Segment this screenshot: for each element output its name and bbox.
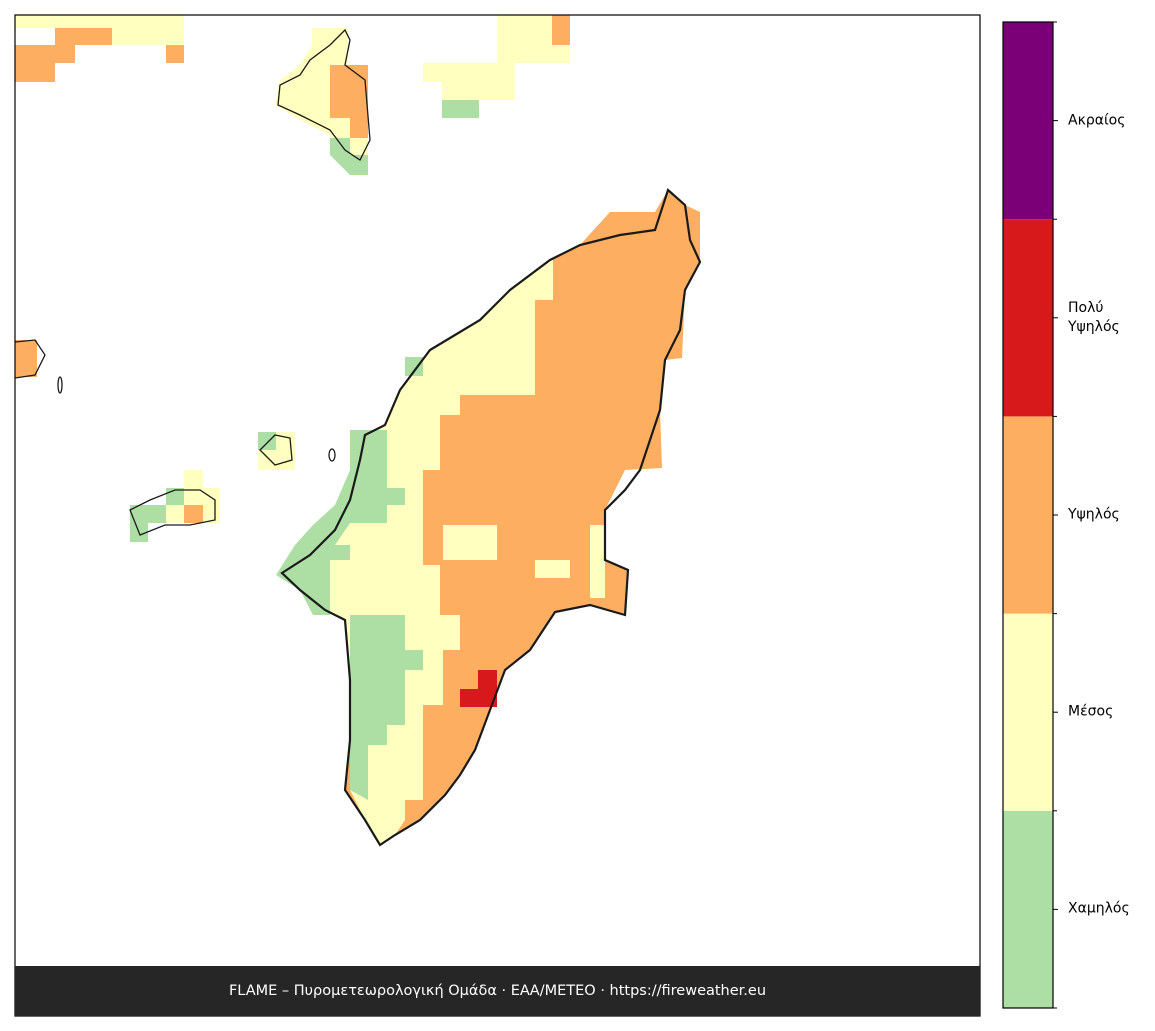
risk-area — [442, 100, 479, 118]
risk-area — [330, 138, 368, 175]
colorbar-segment — [1003, 219, 1053, 417]
risk-area — [460, 670, 497, 707]
risk-area — [552, 15, 570, 45]
risk-area — [443, 525, 497, 560]
islets — [14, 28, 371, 536]
risk-area — [184, 505, 203, 523]
risk-area — [15, 340, 37, 377]
risk-area — [282, 260, 553, 845]
colorbar-segment — [1003, 810, 1053, 1008]
map-frame — [14, 14, 981, 1017]
colorbar — [1002, 21, 1058, 1009]
colorbar-segment — [1003, 613, 1053, 811]
colorbar-segment — [1003, 416, 1053, 614]
colorbar-frame — [1002, 21, 1054, 1009]
risk-area — [275, 28, 368, 155]
risk-area — [276, 430, 405, 615]
risk-area — [590, 525, 605, 598]
legend-label: Πολύ Υψηλός — [1068, 299, 1120, 335]
colorbar-segment — [1003, 22, 1053, 220]
legend-label: Ακραίος — [1068, 112, 1126, 129]
risk-area — [330, 65, 368, 138]
risk-area — [535, 560, 570, 578]
risk-area — [130, 488, 184, 542]
risk-area — [350, 615, 423, 800]
risk-area — [15, 28, 112, 82]
legend-label: Μέσος — [1068, 703, 1114, 720]
risk-cells — [15, 15, 700, 845]
footer: FLAME – Πυρομετεωρολογική Ομάδα · ΕΑΑ/ME… — [15, 966, 980, 1016]
coastline — [280, 188, 702, 847]
risk-area — [15, 15, 184, 45]
risk-area — [258, 432, 276, 450]
risk-area — [405, 357, 423, 376]
legend-label: Χαμηλός — [1068, 900, 1130, 917]
legend-label: Υψηλός — [1068, 506, 1120, 523]
risk-area — [166, 45, 184, 63]
risk-area — [423, 15, 570, 100]
risk-area — [480, 340, 535, 395]
